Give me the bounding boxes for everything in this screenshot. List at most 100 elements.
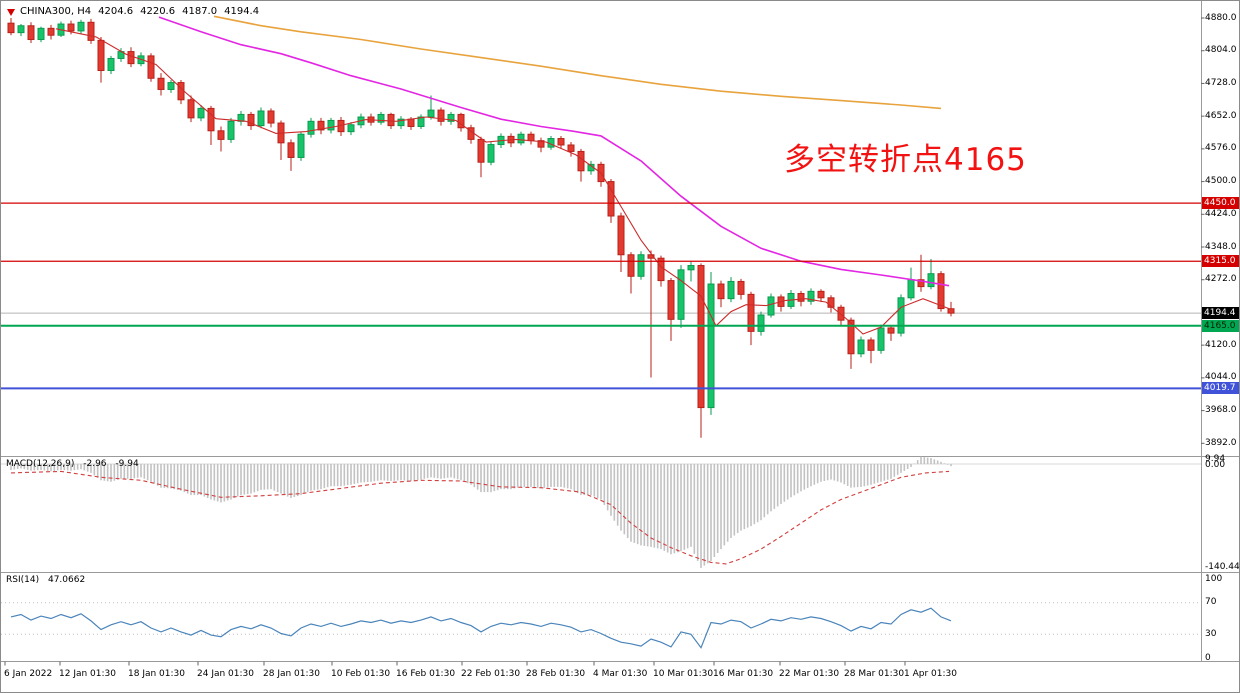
- ohlc-open: 4204.6: [98, 6, 134, 17]
- candle-body: [567, 144, 575, 152]
- candle-body: [707, 283, 715, 409]
- level-price-badge: 4450.0: [1202, 197, 1239, 210]
- candle-body: [207, 107, 215, 132]
- symbol-timeframe-label: CHINA300, H4: [20, 6, 92, 17]
- candle-body: [377, 113, 385, 123]
- time-label: 22 Feb 01:30: [461, 669, 521, 679]
- rsi-axis-label: 100: [1205, 573, 1223, 584]
- moving-averages: [55, 15, 950, 335]
- price-tick-label: 4044.0: [1205, 372, 1237, 383]
- price-tick-label: 4576.0: [1205, 143, 1237, 154]
- candle-body: [637, 254, 645, 277]
- price-tick-label: 4880.0: [1205, 12, 1237, 23]
- time-label: 22 Mar 01:30: [779, 669, 840, 679]
- candle-body: [177, 82, 185, 101]
- candle-body: [27, 25, 35, 41]
- candle-body: [387, 113, 395, 127]
- candle-body: [747, 293, 755, 332]
- candle-body: [767, 296, 775, 316]
- candle-body: [167, 82, 175, 90]
- macd-indicator-label: MACD(12,26,9) -2.96 -9.94: [6, 459, 139, 469]
- main-plot: [1, 15, 1201, 438]
- macd-axis-min-label: -140.44: [1205, 562, 1240, 572]
- candle-body: [157, 77, 165, 90]
- candle-body: [527, 133, 535, 142]
- candle-body: [627, 254, 635, 277]
- candle-body: [247, 113, 255, 127]
- candle-body: [537, 140, 545, 148]
- level-price-badge: 4315.0: [1202, 255, 1239, 268]
- candle-body: [927, 273, 935, 288]
- level-price-badge: 4019.7: [1202, 382, 1239, 395]
- candle-body: [917, 279, 925, 288]
- candle-body: [317, 120, 325, 131]
- macd-value: -2.96: [83, 459, 107, 469]
- candle-body: [687, 265, 695, 271]
- candle-body: [67, 23, 75, 32]
- candle-body: [847, 319, 855, 355]
- candle-body: [797, 292, 805, 302]
- candle-body: [327, 119, 335, 131]
- price-tick-label: 4120.0: [1205, 339, 1237, 350]
- macd-axis-max-label: 9.94: [1205, 454, 1226, 464]
- ma-line-medium: [158, 16, 950, 287]
- time-label: 12 Jan 01:30: [59, 669, 116, 679]
- candle-body: [677, 269, 685, 320]
- candle-body: [477, 138, 485, 163]
- panel-separators: [1, 1, 1239, 662]
- candle-body: [427, 109, 435, 118]
- candle-body: [7, 22, 15, 34]
- candle-body: [417, 116, 425, 127]
- candle-body: [187, 99, 195, 119]
- candle-body: [287, 142, 295, 158]
- level-price-badge: 4165.0: [1202, 319, 1239, 332]
- candle-body: [257, 110, 265, 127]
- macd-signal-value: -9.94: [115, 459, 139, 469]
- symbol-marker-icon: [7, 8, 15, 16]
- candle-body: [907, 279, 915, 299]
- annotation-text[interactable]: 多空转折点4165: [784, 142, 1027, 178]
- price-tick-label: 3968.0: [1205, 405, 1237, 416]
- candle-body: [517, 133, 525, 144]
- rsi-panel: [1, 602, 1201, 649]
- candles-group: [7, 18, 955, 438]
- candle-body: [577, 150, 585, 172]
- macd-name: MACD(12,26,9): [6, 459, 75, 469]
- candle-body: [757, 314, 765, 332]
- price-tick-label: 3892.0: [1205, 437, 1237, 448]
- candle-body: [407, 118, 415, 127]
- candle-body: [127, 51, 135, 65]
- price-tick-label: 4728.0: [1205, 77, 1237, 88]
- candle-body: [447, 113, 455, 122]
- rsi-line: [10, 607, 952, 649]
- price-tick-label: 4348.0: [1205, 241, 1237, 252]
- time-label: 24 Jan 01:30: [197, 669, 254, 679]
- time-label: 16 Mar 01:30: [713, 669, 774, 679]
- current-price-badge: 4194.4: [1202, 307, 1239, 320]
- ohlc-low: 4187.0: [182, 6, 218, 17]
- time-label: 1 Apr 01:30: [904, 669, 957, 679]
- candle-body: [717, 283, 725, 300]
- rsi-value: 47.0662: [47, 575, 86, 585]
- ohlc-close: 4194.4: [224, 6, 260, 17]
- time-label: 4 Mar 01:30: [593, 669, 648, 679]
- candle-body: [667, 280, 675, 320]
- candle-body: [727, 280, 735, 300]
- price-tick-label: 4500.0: [1205, 176, 1237, 187]
- candle-body: [557, 138, 565, 146]
- candle-body: [307, 120, 315, 135]
- candle-body: [267, 110, 275, 124]
- symbol-ohlc-header: CHINA300, H4 4204.6 4220.6 4187.0 4194.4: [7, 6, 259, 17]
- time-label: 10 Feb 01:30: [331, 669, 391, 679]
- ohlc-high: 4220.6: [140, 6, 176, 17]
- candle-body: [97, 39, 105, 72]
- candle-body: [17, 25, 25, 34]
- candle-body: [347, 124, 355, 133]
- candle-body: [937, 273, 945, 310]
- rsi-axis-label: 0: [1205, 652, 1211, 663]
- time-label: 10 Mar 01:30: [653, 669, 714, 679]
- candle-body: [217, 130, 225, 140]
- macd-axis-zero-label: 0.00: [1205, 460, 1226, 470]
